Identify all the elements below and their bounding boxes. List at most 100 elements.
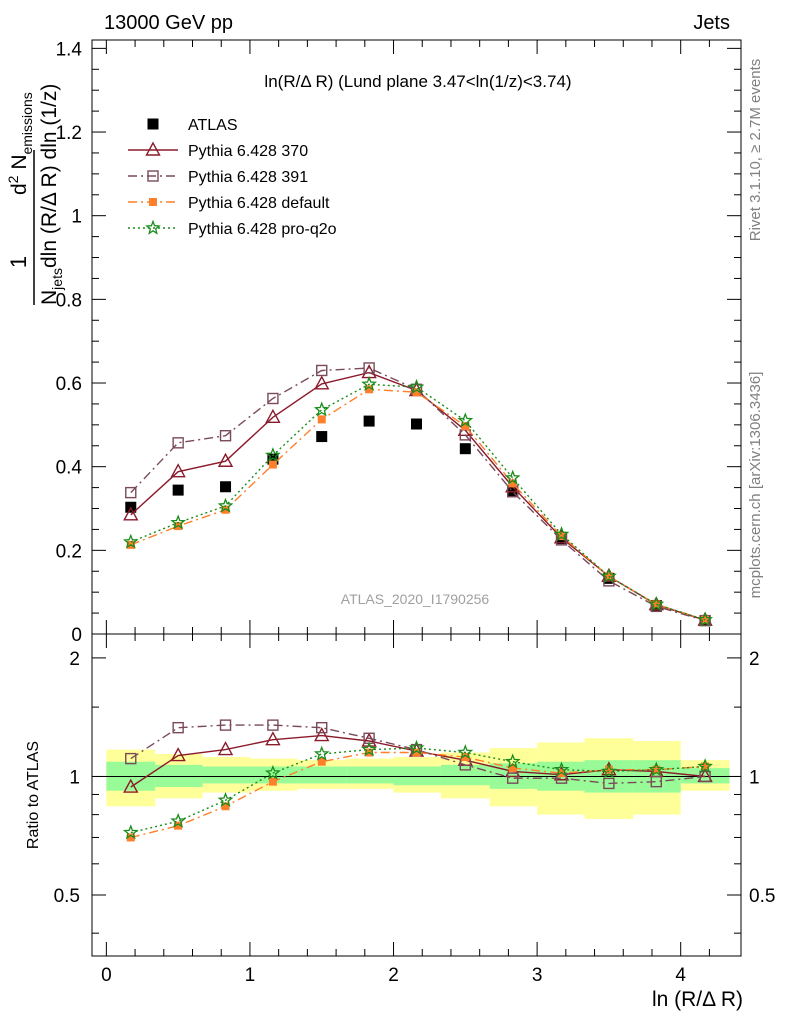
ratio-point xyxy=(604,765,613,774)
ratio-point xyxy=(650,775,662,788)
ratio-point xyxy=(217,741,234,756)
data-point xyxy=(313,401,330,417)
legend-item: Pythia 6.428 default xyxy=(128,195,330,212)
ratio-point xyxy=(504,753,521,769)
x-axis-label: ln (R/Δ R) xyxy=(652,988,743,1011)
ratio-line xyxy=(130,724,706,785)
ratio-point xyxy=(648,761,665,777)
ratio-point xyxy=(412,748,421,757)
ratio-point xyxy=(122,824,139,840)
series-pythia-6-428-370 xyxy=(123,364,713,626)
data-point xyxy=(508,479,517,488)
data-point xyxy=(267,392,279,405)
data-point xyxy=(361,376,378,391)
svg-text:1: 1 xyxy=(6,256,31,268)
svg-text:Njetsdln (R/Δ R) dln (1/z): Njetsdln (R/Δ R) dln (1/z) xyxy=(38,84,65,305)
ytick-label-main: 0.4 xyxy=(56,458,83,479)
legend-label: Pythia 6.428 pro-q2o xyxy=(188,221,337,238)
legend-label: ATLAS xyxy=(188,117,238,134)
ratio-line xyxy=(130,747,706,834)
data-point xyxy=(219,430,232,442)
svg-text:d2 Nemissions: d2 Nemissions xyxy=(5,92,35,195)
data-point xyxy=(412,388,421,397)
ratio-series-pythia-6-428-391 xyxy=(125,719,711,790)
ratio-panel: 0.5 0.5 1 1 2 2 0 1 2 3 4 xyxy=(54,633,775,986)
ratio-point xyxy=(221,802,230,811)
data-point xyxy=(170,514,187,530)
ratio-point xyxy=(313,745,330,761)
data-point xyxy=(217,497,234,513)
ytick-label-main: 1.2 xyxy=(56,123,82,144)
ytick-label-main: 0.8 xyxy=(56,290,82,311)
xtick-label: 0 xyxy=(101,965,112,986)
ratio-point xyxy=(553,761,570,777)
ratio-point xyxy=(123,778,139,793)
ratio-point xyxy=(699,770,711,783)
ytick-label-ratio-right: 0.5 xyxy=(749,886,775,907)
ytick-label-ratio-right: 1 xyxy=(749,767,760,788)
legend: ATLAS Pythia 6.428 370 Pythia 6.428 391 Pyt… xyxy=(128,117,337,238)
legend-marker xyxy=(147,170,159,182)
data-point xyxy=(697,611,714,627)
legend-item: Pythia 6.428 370 xyxy=(128,141,308,160)
ratio-point xyxy=(317,757,326,766)
ratio-point xyxy=(601,763,617,779)
main-title: ln(R/Δ R) (Lund plane 3.47<ln(1/z)<3.74) xyxy=(264,72,571,91)
ratio-point xyxy=(264,764,281,780)
data-point xyxy=(172,484,184,496)
ytick-label-ratio-right: 2 xyxy=(749,649,760,670)
data-point xyxy=(123,506,139,521)
ratio-point xyxy=(170,747,186,762)
ratio-point xyxy=(170,812,187,828)
legend-item: Pythia 6.428 pro-q2o xyxy=(128,219,337,238)
data-point xyxy=(557,532,566,541)
ytick-label-main: 0 xyxy=(71,625,82,646)
ytick-label-main: 0.2 xyxy=(56,541,82,562)
xtick-label: 2 xyxy=(388,965,399,986)
ratio-frame xyxy=(91,633,742,957)
ratio-point xyxy=(174,821,183,830)
legend-label: Pythia 6.428 391 xyxy=(188,169,308,186)
series-line xyxy=(130,383,706,621)
data-point xyxy=(220,481,232,493)
data-point xyxy=(265,408,281,424)
data-point xyxy=(122,533,139,549)
legend-label: Pythia 6.428 default xyxy=(188,195,330,212)
data-point xyxy=(461,422,470,431)
ratio-point xyxy=(265,731,281,746)
watermark: ATLAS_2020_I1790256 xyxy=(341,591,490,607)
ratio-point xyxy=(219,719,232,731)
legend-marker xyxy=(147,118,159,130)
xtick-label: 4 xyxy=(675,965,686,986)
ratio-point xyxy=(461,753,470,762)
data-point xyxy=(408,378,425,394)
ratio-point xyxy=(652,765,661,774)
ratio-point xyxy=(507,772,519,784)
series-line xyxy=(130,371,706,621)
uncertainty-band-inner xyxy=(249,766,298,784)
data-point xyxy=(267,453,279,465)
data-point xyxy=(314,375,330,390)
data-point xyxy=(699,614,711,627)
ytick-label-main: 1.4 xyxy=(56,39,83,60)
uncertainty-band-inner xyxy=(440,764,490,786)
ytick-label-ratio: 2 xyxy=(69,649,80,670)
data-point xyxy=(316,364,328,377)
uncertainty-band-inner xyxy=(393,766,441,786)
ratio-point xyxy=(361,732,377,747)
ytick-label-main: 1 xyxy=(71,207,82,228)
data-point xyxy=(172,437,184,449)
rivet-note: Rivet 3.1.10, ≥ 2.7M events xyxy=(747,59,764,242)
data-point xyxy=(363,362,375,374)
data-point xyxy=(459,443,471,455)
ratio-point xyxy=(701,762,710,771)
ytick-label-main: 0.6 xyxy=(56,374,82,395)
ratio-point xyxy=(314,727,330,742)
data-point xyxy=(268,460,277,469)
uncertainty-band-inner xyxy=(346,766,394,784)
ratio-point xyxy=(268,777,277,786)
xtick-label: 1 xyxy=(245,965,256,986)
uncertainty-band-inner xyxy=(202,766,250,784)
uncertainty-band-inner xyxy=(297,766,347,784)
data-point xyxy=(317,415,326,424)
